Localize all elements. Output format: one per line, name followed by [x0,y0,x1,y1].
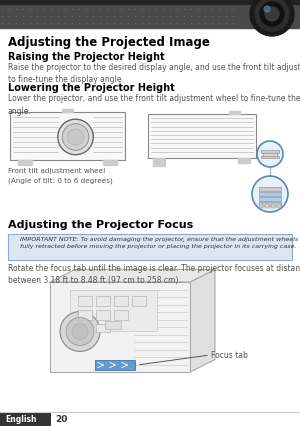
FancyBboxPatch shape [0,412,51,426]
Bar [259,197,281,201]
Bar [70,290,157,331]
Circle shape [62,124,89,150]
Bar [114,296,128,306]
Text: Raising the Projector Height: Raising the Projector Height [8,52,165,62]
Bar [277,204,281,208]
Bar [238,158,250,163]
Text: 20: 20 [55,414,68,423]
Bar [95,360,135,370]
Bar [10,112,125,160]
Text: Adjusting the Projector Focus: Adjusting the Projector Focus [8,220,193,230]
Text: Focus tab: Focus tab [211,351,248,360]
Bar [96,296,110,306]
Bar [259,204,263,208]
Bar [153,158,165,166]
Bar [78,296,92,306]
Bar [132,296,146,306]
Polygon shape [190,270,215,372]
Bar [261,150,279,153]
Text: Lowering the Projector Height: Lowering the Projector Height [8,83,175,93]
Bar [78,310,92,320]
Bar [18,160,32,165]
Bar [148,114,256,158]
Bar [259,192,281,196]
Circle shape [72,323,88,340]
Bar [0,412,300,426]
Circle shape [66,317,94,345]
Bar [62,109,73,112]
Bar [265,204,269,208]
Bar [96,310,110,320]
Text: Lower the projector, and use the front tilt adjustment wheel to fine-tune the di: Lower the projector, and use the front t… [8,94,300,115]
Circle shape [58,119,93,155]
Bar [0,0,300,28]
Bar [271,204,275,208]
Bar [114,310,128,320]
Bar [229,111,240,114]
Circle shape [252,176,288,212]
Bar [261,155,279,158]
Polygon shape [50,270,215,282]
Circle shape [264,6,270,12]
Bar [259,202,281,206]
Text: Raise the projector to the desired display angle, and use the front tilt adjustm: Raise the projector to the desired displ… [8,63,300,84]
Circle shape [60,311,100,351]
Bar [96,324,110,332]
Text: Front tilt adjustment wheel: Front tilt adjustment wheel [8,168,105,174]
Circle shape [257,141,283,167]
Text: English: English [5,414,37,423]
Bar [0,0,300,4]
Circle shape [250,0,294,36]
Text: Adjusting the Projected Image: Adjusting the Projected Image [8,36,210,49]
Bar [103,160,117,165]
FancyBboxPatch shape [8,234,292,260]
Bar [50,282,190,372]
Circle shape [265,7,279,21]
Bar [259,187,281,191]
Text: (Angle of tilt: 0 to 6 degrees): (Angle of tilt: 0 to 6 degrees) [8,177,113,184]
Circle shape [68,129,83,145]
Text: Rotate the focus tab until the image is clear. The projector focuses at distance: Rotate the focus tab until the image is … [8,264,300,285]
Bar [263,152,277,157]
Text: IMPORTANT NOTE: To avoid damaging the projector, ensure that the adjustment whee: IMPORTANT NOTE: To avoid damaging the pr… [12,237,300,249]
Bar [105,320,122,328]
Circle shape [255,0,289,31]
Circle shape [260,2,284,26]
